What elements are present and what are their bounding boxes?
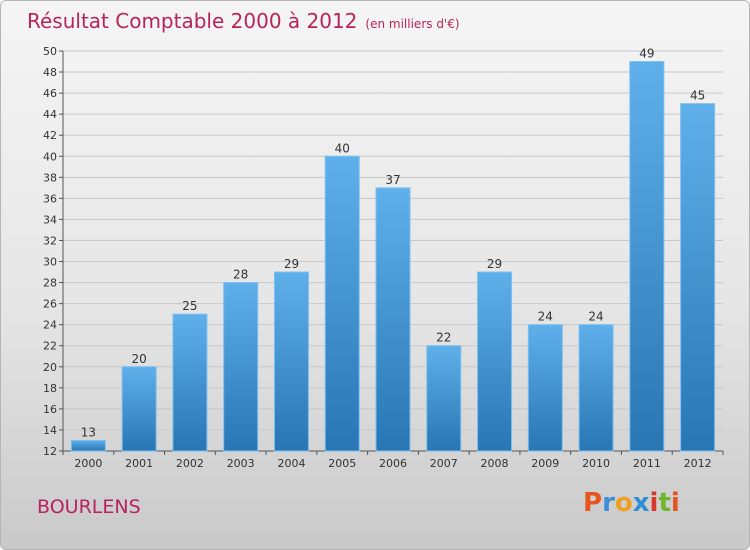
logo-letter: P	[583, 488, 603, 518]
y-tick-label: 44	[43, 108, 57, 121]
y-tick-label: 30	[43, 256, 57, 269]
y-tick-label: 50	[43, 45, 57, 58]
bar-2010	[578, 324, 614, 452]
bar-2009	[527, 324, 563, 452]
bar-2004	[273, 271, 309, 452]
bar-2008	[477, 271, 513, 452]
chart-title: Résultat Comptable 2000 à 2012 (en millie…	[27, 9, 460, 33]
y-tick-label: 40	[43, 150, 57, 163]
logo-letter: r	[602, 488, 615, 518]
value-label: 29	[284, 257, 299, 271]
x-tick-label: 2011	[633, 457, 661, 470]
x-tick-label: 2002	[176, 457, 204, 470]
value-label: 28	[233, 268, 248, 282]
y-tick-label: 36	[43, 192, 57, 205]
y-tick-label: 46	[43, 87, 57, 100]
y-tick-label: 12	[43, 445, 57, 458]
x-tick-label: 2007	[430, 457, 458, 470]
logo-letter: t	[658, 488, 671, 518]
y-tick-label: 26	[43, 298, 57, 311]
title-text: Résultat Comptable 2000 à 2012	[27, 9, 358, 33]
bar-2012	[680, 103, 716, 452]
bar-2003	[223, 282, 259, 452]
proxiti-logo: Proxiti	[583, 488, 680, 518]
value-label: 24	[538, 310, 553, 324]
x-tick-label: 2008	[481, 457, 509, 470]
y-tick-label: 34	[43, 213, 57, 226]
x-tick-label: 2004	[277, 457, 305, 470]
bar-2005	[324, 155, 360, 452]
value-label: 22	[436, 331, 451, 345]
y-tick-label: 20	[43, 361, 57, 374]
x-tick-label: 2012	[684, 457, 712, 470]
data-labels: 13 20 25 28 29 40 37 22 29 24 24 49 45	[81, 47, 706, 440]
value-label: 49	[639, 47, 654, 61]
y-tick-label: 32	[43, 234, 57, 247]
x-tick-label: 2006	[379, 457, 407, 470]
value-label: 13	[81, 425, 96, 439]
commune-name: BOURLENS	[37, 496, 141, 518]
logo-letter: i	[670, 488, 680, 518]
chart-subtitle: (en milliers d'€)	[365, 17, 460, 31]
x-tick-label: 2005	[328, 457, 356, 470]
value-label: 40	[335, 141, 350, 155]
logo-letter: i	[649, 488, 659, 518]
bar-2011	[629, 61, 665, 452]
bar-2001	[121, 366, 157, 452]
x-tick-label: 2010	[582, 457, 610, 470]
y-tick-label: 22	[43, 340, 57, 353]
value-label: 45	[690, 89, 705, 103]
y-tick-label: 16	[43, 403, 57, 416]
y-tick-label: 24	[43, 319, 57, 332]
value-label: 20	[132, 352, 147, 366]
y-tick-label: 14	[43, 424, 57, 437]
x-tick-label: 2000	[74, 457, 102, 470]
x-tick-label: 2003	[227, 457, 255, 470]
x-tick-label: 2009	[531, 457, 559, 470]
bar-2006	[375, 187, 411, 452]
y-tick-label: 48	[43, 66, 57, 79]
logo-letter: x	[632, 488, 650, 518]
value-label: 24	[588, 310, 603, 324]
y-tick-label: 18	[43, 382, 57, 395]
bar-2002	[172, 313, 208, 452]
bar-2000	[70, 439, 106, 452]
y-tick-label: 42	[43, 129, 57, 142]
y-tick-label: 28	[43, 277, 57, 290]
x-tick-label: 2001	[125, 457, 153, 470]
value-label: 29	[487, 257, 502, 271]
y-tick-label: 38	[43, 171, 57, 184]
value-label: 37	[385, 173, 400, 187]
value-label: 25	[182, 299, 197, 313]
bar-2007	[426, 345, 462, 452]
logo-letter: o	[614, 488, 633, 518]
bars	[70, 61, 716, 452]
